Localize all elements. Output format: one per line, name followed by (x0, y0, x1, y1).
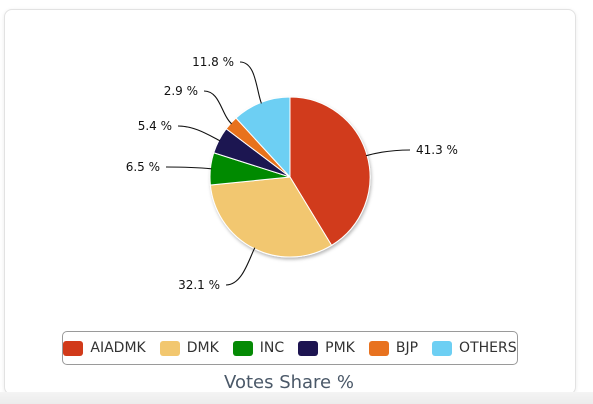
legend-swatch-dmk (159, 340, 180, 356)
legend-item-inc[interactable]: INC (232, 340, 285, 356)
data-label-inc: 6.5 % (126, 160, 160, 174)
legend-label-inc: INC (259, 340, 285, 356)
legend-label-aiadmk: AIADMK (90, 340, 146, 356)
chart-legend: AIADMK DMK INC PMK BJP OTHERS (62, 331, 518, 365)
legend-item-bjp[interactable]: BJP (368, 340, 419, 356)
chart-title: Votes Share % (224, 372, 354, 393)
data-label-aiadmk: 41.3 % (416, 143, 458, 157)
legend-item-aiadmk[interactable]: AIADMK (63, 340, 146, 356)
legend-swatch-aiadmk (63, 340, 84, 356)
legend-swatch-bjp (368, 340, 389, 356)
legend-swatch-others (432, 340, 453, 356)
legend-label-others: OTHERS (459, 340, 517, 356)
legend-item-others[interactable]: OTHERS (432, 340, 517, 356)
data-label-bjp: 2.9 % (164, 84, 198, 98)
connector-pmk (177, 125, 221, 142)
data-label-dmk: 32.1 % (178, 278, 220, 292)
legend-item-dmk[interactable]: DMK (159, 340, 219, 356)
connector-others (239, 61, 262, 104)
legend-swatch-inc (232, 340, 253, 356)
legend-item-pmk[interactable]: PMK (298, 340, 355, 356)
connector-aiadmk (365, 149, 411, 157)
connector-dmk (225, 247, 256, 286)
bottom-edge (0, 392, 593, 404)
data-label-others: 11.8 % (192, 55, 234, 69)
legend-swatch-pmk (298, 340, 319, 356)
pie-slices (209, 96, 371, 258)
legend-label-pmk: PMK (325, 340, 355, 356)
data-label-pmk: 5.4 % (138, 119, 172, 133)
connector-bjp (203, 90, 232, 125)
legend-label-bjp: BJP (395, 340, 419, 356)
connector-inc (165, 166, 212, 170)
legend-label-dmk: DMK (186, 340, 219, 356)
